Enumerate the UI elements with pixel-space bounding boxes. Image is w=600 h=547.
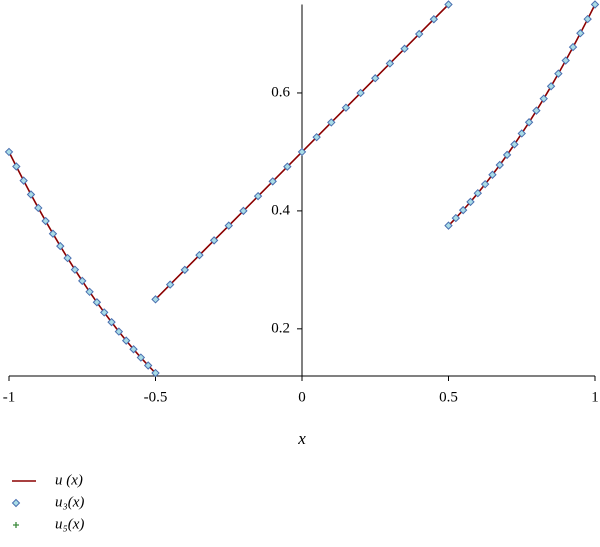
marker xyxy=(444,221,453,230)
legend-label: u₅(x) xyxy=(55,516,84,532)
marker xyxy=(268,177,277,186)
marker xyxy=(19,176,28,185)
legend-swatch xyxy=(13,522,19,528)
marker xyxy=(165,280,175,289)
marker xyxy=(151,368,160,378)
marker xyxy=(495,160,504,170)
marker xyxy=(92,298,102,307)
y-tick-label: 0.6 xyxy=(271,84,290,100)
marker xyxy=(41,216,50,226)
x-tick-label: -1 xyxy=(3,389,16,405)
marker xyxy=(129,345,138,354)
marker xyxy=(414,29,424,39)
legend-swatch xyxy=(11,498,21,508)
marker xyxy=(143,361,153,370)
marker xyxy=(502,150,512,160)
marker xyxy=(568,42,578,52)
x-tick-label: -0.5 xyxy=(144,389,168,405)
marker xyxy=(12,162,21,171)
marker xyxy=(356,88,365,98)
marker xyxy=(56,241,65,251)
marker xyxy=(341,103,351,112)
marker xyxy=(539,94,548,103)
marker xyxy=(590,0,600,9)
marker xyxy=(517,129,526,138)
marker xyxy=(253,191,263,201)
marker xyxy=(385,59,395,68)
marker xyxy=(63,253,72,263)
marker xyxy=(524,118,534,127)
marker xyxy=(121,336,131,345)
marker xyxy=(26,190,36,199)
marker xyxy=(85,287,94,297)
x-tick-label: 0 xyxy=(298,389,306,405)
marker xyxy=(114,327,124,336)
marker xyxy=(429,15,439,24)
marker xyxy=(444,0,453,9)
marker xyxy=(312,132,321,142)
x-axis-label: x xyxy=(297,429,306,448)
marker xyxy=(327,118,336,127)
marker xyxy=(554,69,563,78)
marker xyxy=(583,14,592,24)
marker xyxy=(100,308,109,317)
marker xyxy=(546,82,556,91)
marker xyxy=(488,170,497,179)
marker xyxy=(151,295,160,304)
x-tick-label: 1 xyxy=(591,389,599,405)
marker xyxy=(209,236,219,245)
marker xyxy=(480,179,490,189)
marker xyxy=(180,265,190,275)
marker xyxy=(239,206,248,216)
marker xyxy=(195,250,204,260)
marker xyxy=(532,106,541,115)
y-tick-label: 0.4 xyxy=(271,202,290,218)
marker xyxy=(371,74,380,83)
marker xyxy=(4,147,14,157)
marker xyxy=(107,317,116,327)
legend-label: u₃(x) xyxy=(55,494,84,510)
marker xyxy=(466,197,475,207)
marker xyxy=(34,203,43,213)
marker xyxy=(576,29,585,38)
marker xyxy=(510,140,519,149)
marker xyxy=(297,147,307,157)
marker xyxy=(136,353,146,362)
marker xyxy=(400,44,409,53)
marker xyxy=(451,213,461,223)
marker xyxy=(224,221,233,230)
legend-label: u (x) xyxy=(55,472,83,488)
x-tick-label: 0.5 xyxy=(439,389,458,405)
marker xyxy=(78,276,87,286)
marker xyxy=(283,162,292,171)
marker xyxy=(48,229,58,238)
marker xyxy=(458,205,468,215)
marker xyxy=(70,265,80,274)
marker xyxy=(561,56,570,65)
y-tick-label: 0.2 xyxy=(271,320,290,336)
marker xyxy=(473,188,483,198)
